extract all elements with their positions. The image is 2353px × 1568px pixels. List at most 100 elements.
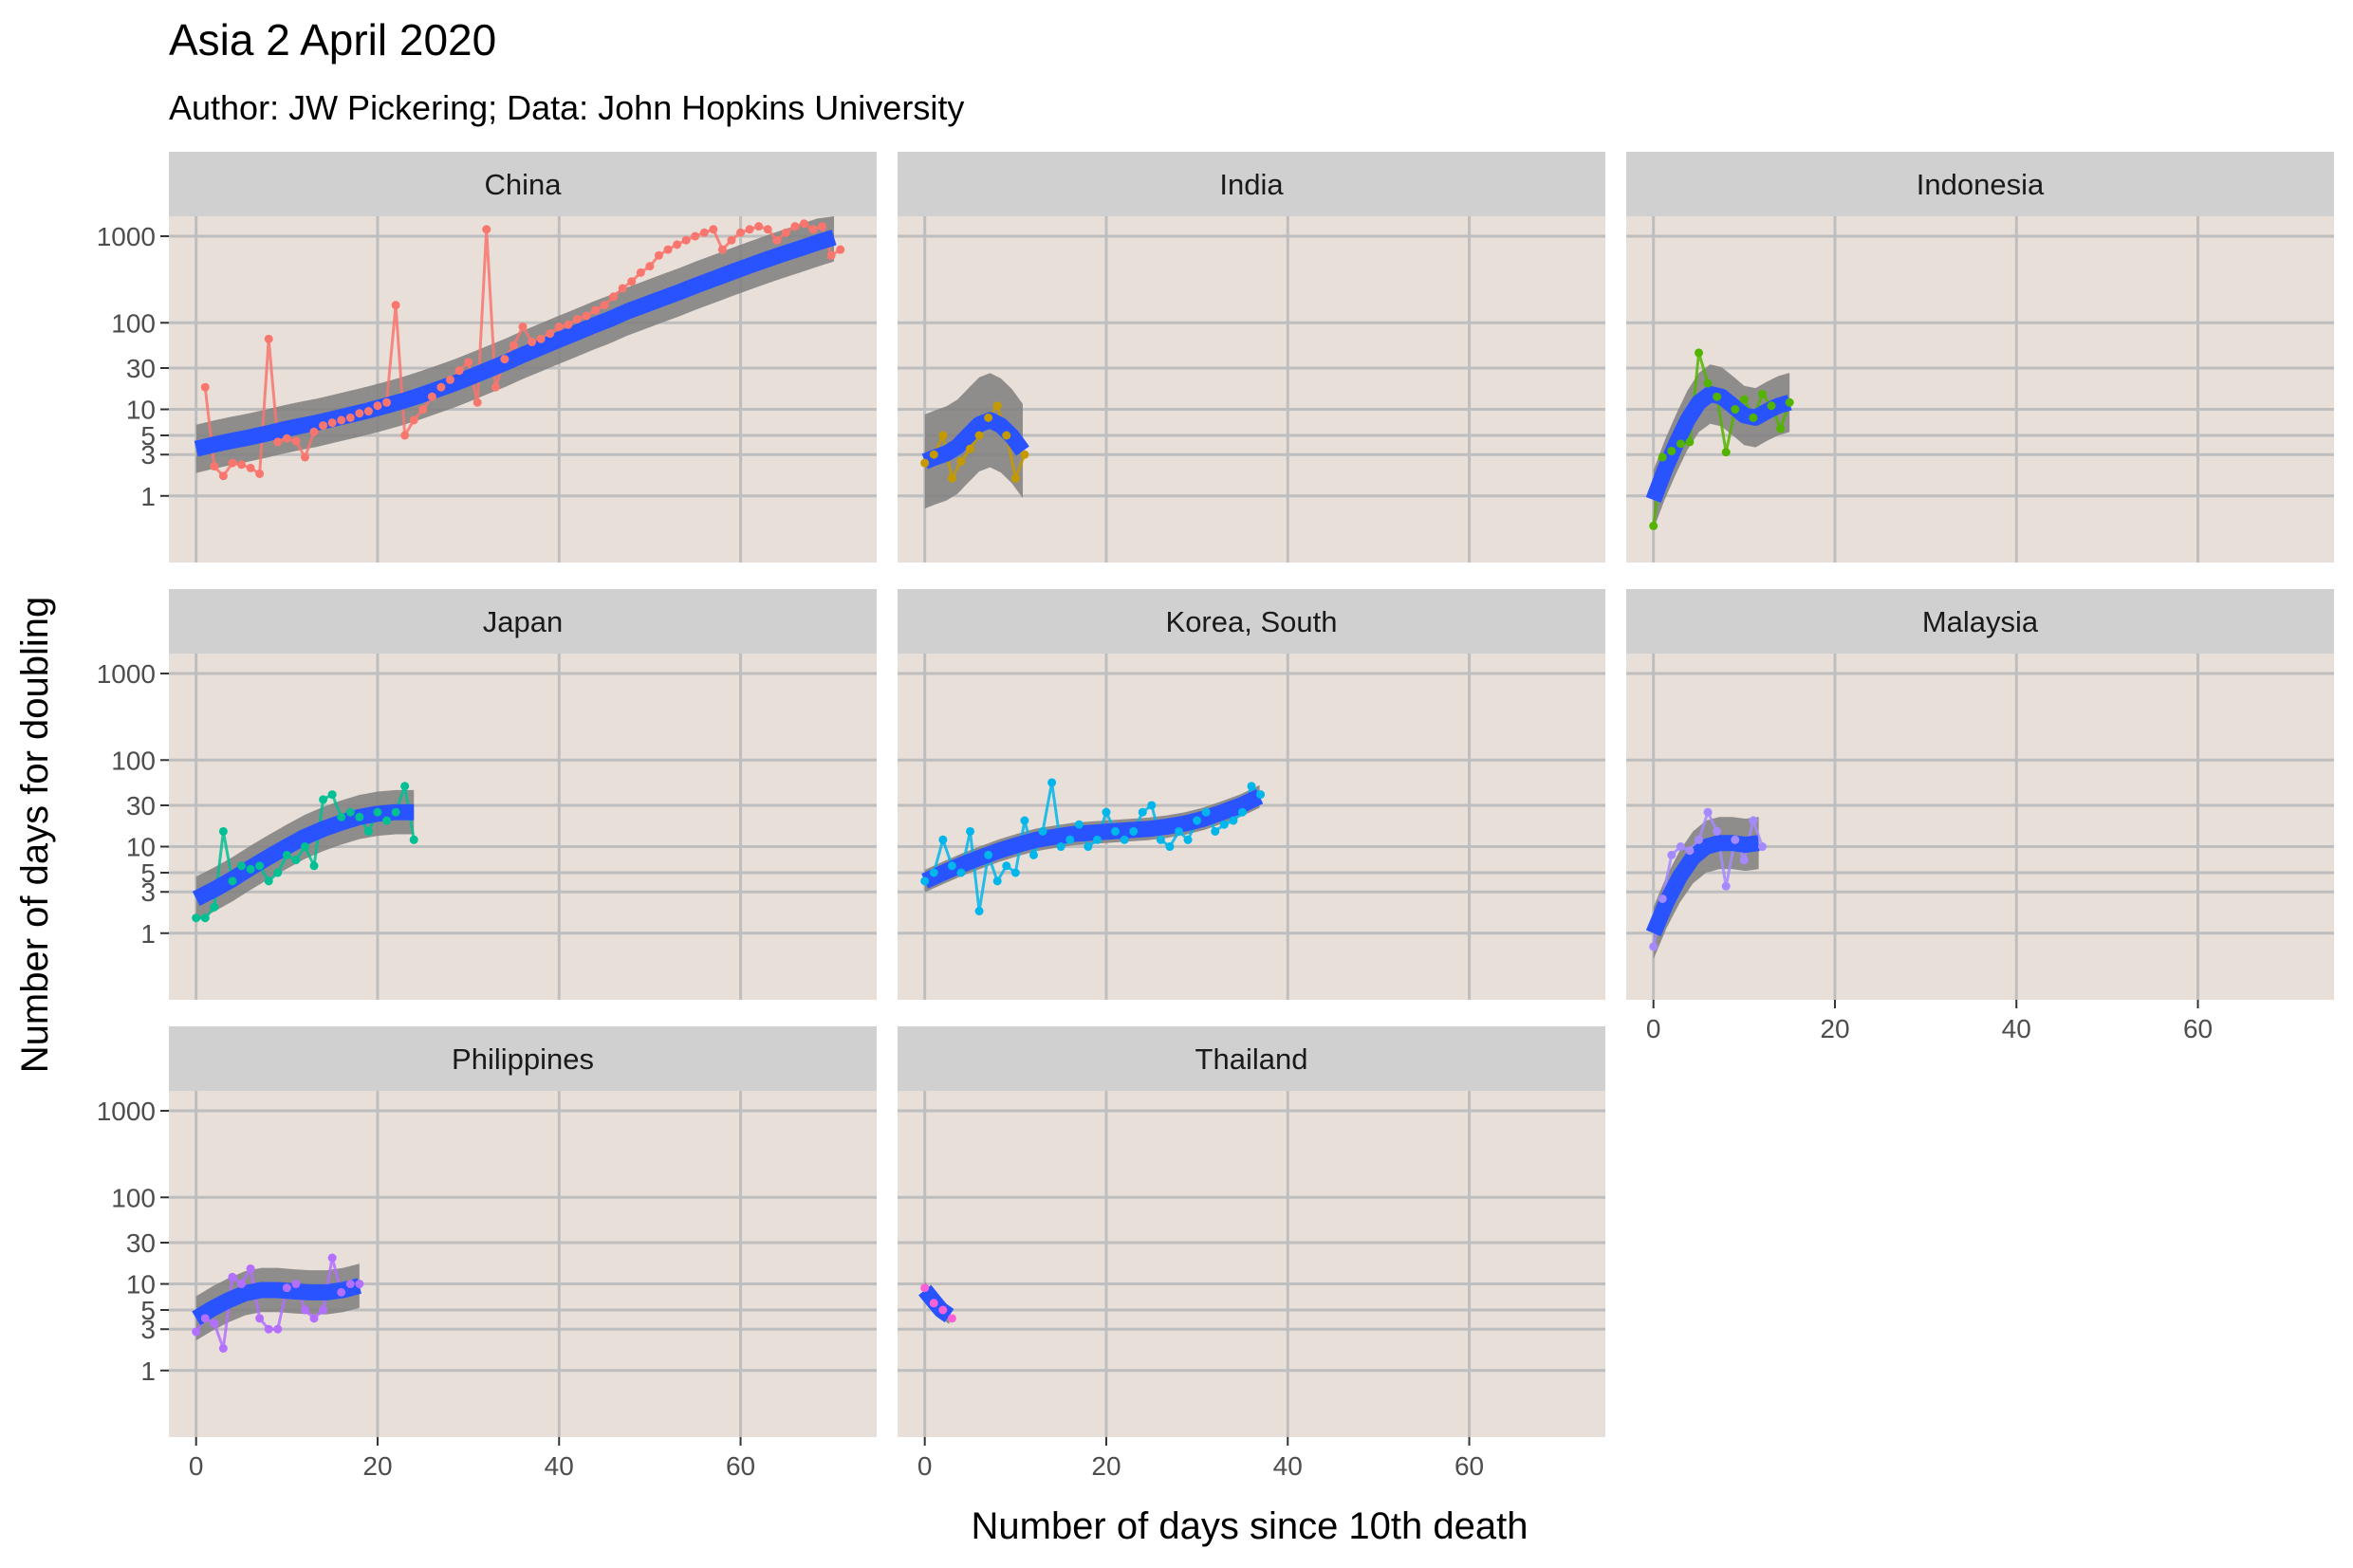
data-point: [1713, 826, 1722, 836]
x-tick-label: 40: [545, 1451, 574, 1481]
data-point: [1002, 861, 1011, 871]
strip-label: Japan: [483, 605, 563, 638]
data-point: [572, 315, 582, 324]
data-point: [228, 876, 237, 886]
data-point: [836, 245, 845, 254]
chart-subtitle: Author: JW Pickering; Data: John Hopkins…: [169, 88, 964, 127]
strip-thailand: [898, 1026, 1605, 1091]
data-point: [391, 301, 400, 310]
y-tick-label: 5: [140, 858, 156, 888]
panel-india: India: [898, 152, 1605, 563]
data-point: [554, 322, 564, 331]
data-point: [956, 456, 966, 466]
data-point: [418, 405, 428, 415]
y-tick-label: 3: [140, 1315, 156, 1344]
data-point: [327, 790, 337, 800]
y-tick-label: 1000: [97, 222, 156, 251]
data-point: [1731, 835, 1740, 844]
y-tick-label: 1: [140, 482, 156, 511]
panel-background: [898, 216, 1605, 563]
x-tick-label: 60: [1454, 1451, 1484, 1481]
data-point: [382, 816, 392, 825]
data-point: [1193, 816, 1202, 825]
data-point: [309, 861, 319, 871]
data-point: [1731, 405, 1740, 415]
data-point: [546, 329, 555, 339]
y-tick-label: 5: [140, 421, 156, 451]
data-point: [464, 358, 473, 367]
y-axis-title: Number of days for doubling: [14, 597, 56, 1074]
data-point: [345, 807, 355, 817]
data-point: [1703, 807, 1713, 817]
data-point: [192, 1327, 201, 1337]
strip-china: [169, 152, 877, 216]
data-point: [564, 320, 573, 329]
data-point: [255, 1314, 265, 1323]
strip-label: Philippines: [452, 1042, 594, 1076]
data-point: [1111, 826, 1121, 836]
data-point: [1658, 452, 1667, 462]
data-point: [218, 1343, 228, 1353]
data-point: [1767, 401, 1776, 411]
data-point: [536, 334, 546, 343]
data-point: [1165, 842, 1175, 852]
data-point: [382, 397, 392, 407]
x-tick-label: 40: [1273, 1451, 1303, 1481]
data-point: [1020, 816, 1029, 825]
y-tick-label: 5: [140, 1296, 156, 1325]
strip-philippines: [169, 1026, 877, 1091]
strip-korea-south: [898, 589, 1605, 654]
data-point: [691, 231, 700, 241]
data-point: [1785, 397, 1794, 407]
data-point: [645, 262, 655, 271]
data-point: [929, 868, 938, 877]
data-point: [1649, 521, 1658, 530]
data-point: [663, 245, 673, 254]
data-point: [237, 460, 247, 470]
data-point: [291, 1280, 301, 1289]
data-point: [300, 842, 309, 852]
data-point: [938, 835, 948, 844]
data-point: [966, 826, 975, 836]
data-point: [300, 1305, 309, 1315]
data-point: [1156, 835, 1165, 844]
data-point: [1237, 807, 1247, 817]
data-point: [309, 1314, 319, 1323]
data-point: [974, 431, 984, 440]
x-tick-label: 0: [1646, 1014, 1661, 1043]
data-point: [518, 322, 528, 331]
data-point: [1256, 790, 1266, 800]
data-point: [654, 250, 663, 260]
data-point: [1056, 842, 1065, 852]
data-point: [974, 906, 984, 915]
data-point: [337, 1287, 346, 1297]
data-point: [291, 856, 301, 865]
data-point: [929, 1299, 938, 1308]
strip-label: China: [485, 168, 563, 201]
data-point: [763, 225, 772, 234]
data-point: [218, 826, 228, 836]
data-point: [264, 876, 273, 886]
data-point: [1102, 807, 1111, 817]
data-point: [327, 418, 337, 428]
data-point: [1749, 413, 1758, 422]
data-point: [591, 305, 601, 315]
y-tick-label: 30: [126, 791, 156, 821]
data-point: [1120, 835, 1129, 844]
panel-background: [169, 654, 877, 1000]
data-point: [1757, 842, 1767, 852]
x-tick-label: 60: [726, 1451, 755, 1481]
data-point: [192, 913, 201, 923]
data-point: [1721, 881, 1731, 891]
data-point: [600, 301, 609, 310]
data-point: [1229, 816, 1238, 825]
panel-background: [898, 654, 1605, 1000]
data-point: [264, 1324, 273, 1334]
data-point: [1739, 395, 1749, 404]
data-point: [491, 382, 500, 392]
strip-label: Korea, South: [1166, 605, 1338, 638]
data-point: [1739, 856, 1749, 865]
data-point: [1667, 446, 1677, 455]
